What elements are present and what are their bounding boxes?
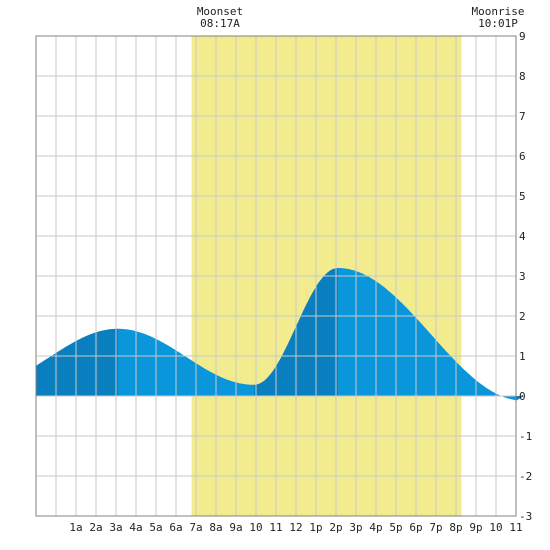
y-tick-label: -2 (519, 470, 532, 483)
x-tick-label: 8p (449, 521, 462, 534)
x-tick-label: 8a (209, 521, 222, 534)
x-tick-label: 7p (429, 521, 442, 534)
x-tick-label: 6p (409, 521, 422, 534)
moonset-title: Moonset (196, 5, 244, 18)
x-tick-label: 10 (489, 521, 502, 534)
x-tick-label: 10 (249, 521, 262, 534)
plot-frame-layer (35, 35, 517, 517)
x-tick-label: 2p (329, 521, 342, 534)
x-tick-label: 2a (89, 521, 102, 534)
x-tick-label: 1p (309, 521, 322, 534)
y-tick-label: -1 (519, 430, 532, 443)
x-axis-labels: 1a 2a 3a 4a 5a 6a 7a 8a 9a 10 11 12 1p 2p 3p 4p 5p 6p 7p 8p… (69, 521, 522, 534)
x-tick-label: 6a (169, 521, 182, 534)
x-tick-label: 3p (349, 521, 362, 534)
x-tick-label: 12 (289, 521, 302, 534)
grid-layer (35, 35, 517, 517)
tide-rising-area (36, 328, 118, 396)
tide-falling-area (118, 328, 254, 396)
y-tick-label: -3 (519, 510, 532, 523)
tide-falling-area (338, 268, 516, 401)
moonset-label: Moonset 08:17A (168, 6, 272, 30)
y-tick-label: 5 (519, 190, 526, 203)
tide-rising-area (516, 396, 524, 401)
x-tick-label: 9p (469, 521, 482, 534)
plot-frame (35, 35, 517, 517)
y-tick-label: 9 (519, 30, 526, 43)
x-tick-label: 4a (129, 521, 142, 534)
moonrise-label: Moonrise 10:01P (446, 6, 550, 30)
y-tick-label: 2 (519, 310, 526, 323)
x-tick-label: 5p (389, 521, 402, 534)
y-tick-label: 1 (519, 350, 526, 363)
x-tick-label: 4p (369, 521, 382, 534)
y-tick-label: 7 (519, 110, 526, 123)
x-tick-label: 11 (269, 521, 282, 534)
y-tick-label: 0 (519, 390, 526, 403)
x-tick-label: 1a (69, 521, 82, 534)
moonrise-time: 10:01P (478, 17, 518, 30)
x-tick-label: 3a (109, 521, 122, 534)
moonrise-title: Moonrise (471, 5, 525, 18)
x-tick-label: 9a (229, 521, 242, 534)
y-tick-label: 6 (519, 150, 526, 163)
y-tick-label: 4 (519, 230, 526, 243)
y-tick-label: 8 (519, 70, 526, 83)
moonset-time: 08:17A (200, 17, 240, 30)
y-tick-label: 3 (519, 270, 526, 283)
x-tick-label: 11 (509, 521, 522, 534)
x-tick-label: 7a (189, 521, 202, 534)
x-tick-label: 5a (149, 521, 162, 534)
y-axis-labels: 9 8 7 6 5 4 3 2 1 0 -1 -2 -3 (519, 30, 532, 523)
